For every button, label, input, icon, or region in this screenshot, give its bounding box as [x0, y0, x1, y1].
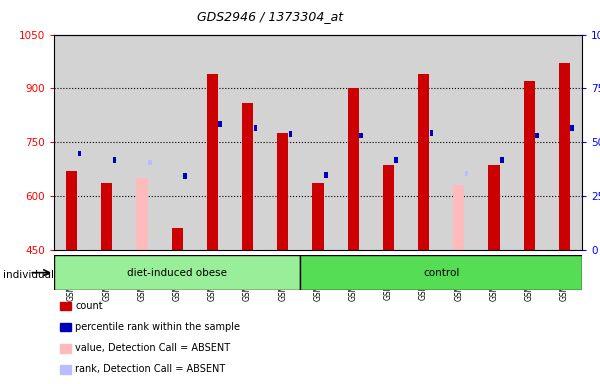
Bar	[371, 35, 406, 250]
Bar	[547, 35, 582, 250]
Bar	[418, 74, 429, 250]
Text: value, Detection Call = ABSENT: value, Detection Call = ABSENT	[75, 343, 230, 353]
Bar	[430, 130, 433, 136]
Bar	[277, 133, 289, 250]
Bar	[488, 166, 500, 250]
Bar	[359, 133, 363, 139]
Bar	[394, 157, 398, 163]
Bar	[254, 125, 257, 131]
Bar	[324, 172, 328, 178]
Bar	[230, 35, 265, 250]
Bar	[265, 35, 301, 250]
Bar	[172, 228, 183, 250]
Bar	[183, 173, 187, 179]
Bar	[77, 151, 81, 156]
Bar	[89, 35, 124, 250]
Bar	[301, 35, 335, 250]
Bar	[335, 35, 371, 250]
Bar	[441, 35, 476, 250]
Bar	[136, 178, 148, 250]
Bar	[113, 157, 116, 163]
Bar	[66, 171, 77, 250]
Bar	[289, 131, 292, 137]
Bar	[160, 35, 195, 250]
Bar	[207, 74, 218, 250]
Bar	[465, 171, 469, 177]
Bar	[195, 35, 230, 250]
Bar	[218, 121, 222, 127]
Bar	[559, 63, 570, 250]
Bar	[571, 125, 574, 131]
Bar	[453, 185, 464, 250]
Bar	[242, 103, 253, 250]
Bar	[383, 166, 394, 250]
Bar	[148, 160, 152, 166]
Bar	[101, 183, 112, 250]
Bar	[54, 35, 89, 250]
Text: count: count	[75, 301, 103, 311]
Bar	[406, 35, 441, 250]
Bar	[313, 183, 323, 250]
Bar	[476, 35, 512, 250]
Text: GDS2946 / 1373304_at: GDS2946 / 1373304_at	[197, 10, 343, 23]
Bar	[524, 81, 535, 250]
Bar	[347, 88, 359, 250]
Bar	[512, 35, 547, 250]
Bar	[301, 255, 582, 290]
Text: rank, Detection Call = ABSENT: rank, Detection Call = ABSENT	[75, 364, 225, 374]
Text: percentile rank within the sample: percentile rank within the sample	[75, 322, 240, 332]
Bar	[535, 133, 539, 139]
Text: individual: individual	[3, 270, 54, 280]
Bar	[500, 157, 503, 163]
Bar	[54, 255, 301, 290]
Text: diet-induced obese: diet-induced obese	[127, 268, 227, 278]
Bar	[124, 35, 160, 250]
Text: control: control	[423, 268, 460, 278]
